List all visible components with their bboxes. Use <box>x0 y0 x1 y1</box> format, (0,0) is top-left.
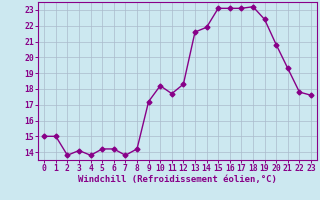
X-axis label: Windchill (Refroidissement éolien,°C): Windchill (Refroidissement éolien,°C) <box>78 175 277 184</box>
